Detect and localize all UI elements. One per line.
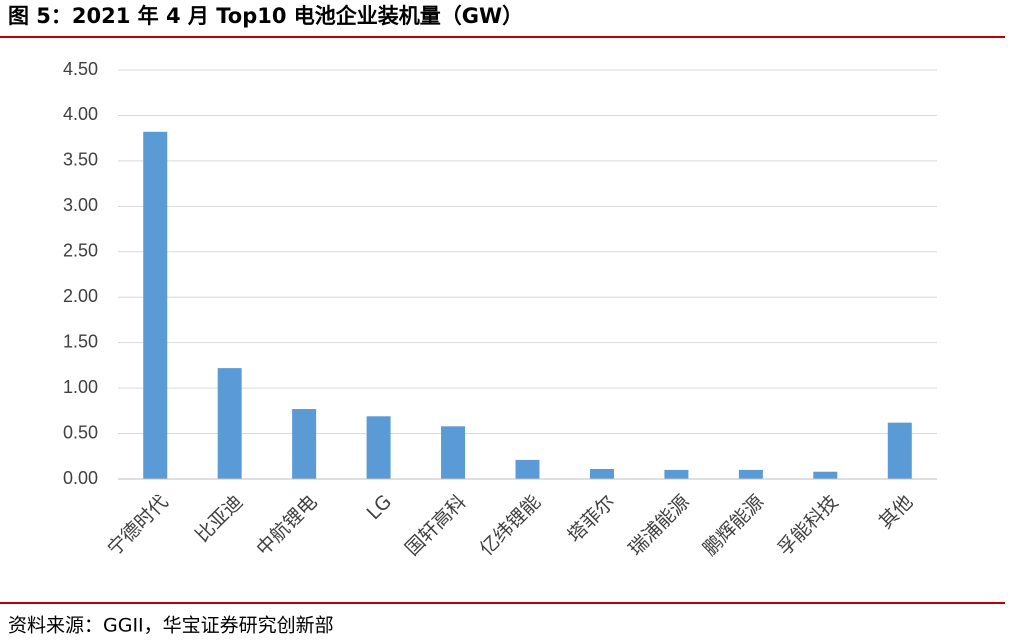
x-tick-label: 瑞浦能源	[625, 491, 694, 560]
x-tick-label: 塔菲尔	[564, 491, 620, 547]
y-tick-label: 4.00	[63, 104, 98, 124]
bar	[441, 426, 466, 479]
source-note: 资料来源：GGII，华宝证券研究创新部	[8, 615, 334, 637]
x-tick-label: 中航锂电	[252, 491, 321, 560]
bar	[292, 409, 317, 479]
bar	[143, 131, 168, 479]
x-tick-label: LG	[363, 491, 396, 524]
bar	[887, 422, 912, 479]
x-tick-label: 宁德时代	[103, 491, 172, 560]
bar	[515, 459, 540, 479]
bar	[366, 416, 391, 479]
y-tick-label: 0.00	[63, 468, 98, 488]
x-tick-label: 国轩高科	[401, 491, 470, 560]
x-tick-label: 亿纬锂能	[476, 491, 545, 560]
y-tick-label: 1.50	[63, 331, 98, 351]
x-tick-label: 鹏辉能源	[699, 491, 768, 560]
y-tick-label: 2.00	[63, 286, 98, 306]
x-tick-label: 比亚迪	[191, 491, 247, 547]
x-tick-label: 其他	[875, 491, 917, 533]
bar	[738, 469, 763, 479]
y-tick-label: 3.50	[63, 150, 98, 170]
y-tick-label: 0.50	[63, 422, 98, 442]
bar	[813, 471, 838, 479]
y-tick-label: 1.00	[63, 377, 98, 397]
bar	[664, 469, 689, 479]
bar	[589, 469, 614, 479]
y-tick-label: 4.50	[63, 59, 98, 79]
chart-title: 图 5：2021 年 4 月 Top10 电池企业装机量（GW）	[8, 4, 523, 28]
bar	[217, 368, 242, 479]
y-tick-label: 2.50	[63, 241, 98, 261]
x-tick-label: 孚能科技	[773, 491, 842, 560]
y-tick-label: 3.00	[63, 195, 98, 215]
